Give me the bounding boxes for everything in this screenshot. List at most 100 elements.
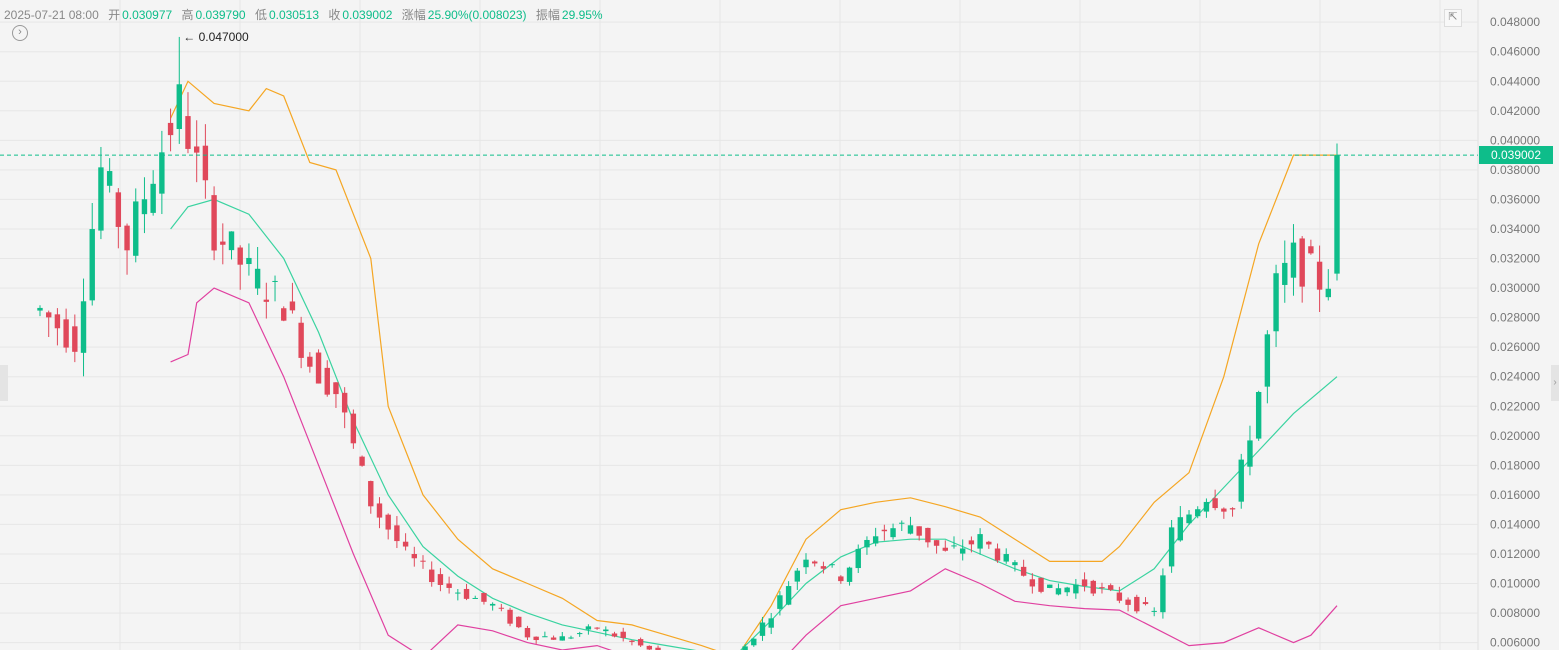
candle-body — [507, 609, 513, 624]
y-tick-label: 0.040000 — [1490, 133, 1540, 147]
y-tick-label: 0.008000 — [1490, 606, 1540, 620]
y-tick-label: 0.038000 — [1490, 163, 1540, 177]
y-tick-label: 0.028000 — [1490, 311, 1540, 325]
y-tick-label: 0.010000 — [1490, 577, 1540, 591]
upper-band-line — [170, 80, 1337, 650]
candle-body — [977, 534, 983, 549]
candle-body — [315, 352, 322, 384]
candle-body — [498, 607, 505, 609]
arrow-left-icon: ← — [183, 30, 195, 44]
candle-body — [994, 548, 1001, 561]
price-axis[interactable]: 0.006000 0.008000 0.010000 0.012000 0.014000… — [1490, 15, 1540, 649]
y-tick-label: 0.034000 — [1490, 222, 1540, 236]
candle-body — [1160, 575, 1166, 613]
legend-change: 25.90%(0.008023) — [427, 8, 527, 22]
candle-body — [1020, 566, 1027, 576]
candle-body — [855, 548, 861, 569]
high-annotation-value: 0.047000 — [199, 30, 249, 44]
candle-body — [263, 299, 270, 302]
candle-body — [594, 627, 600, 629]
candle-body — [576, 633, 583, 635]
candle-body — [1316, 261, 1323, 290]
candle-body — [524, 627, 531, 638]
lower-band-line — [170, 287, 1338, 650]
y-tick-label: 0.044000 — [1490, 74, 1540, 88]
candle-body — [72, 326, 78, 352]
mid-band-line — [170, 198, 1338, 650]
legend-close: 0.039002 — [342, 8, 393, 22]
candle-body — [394, 525, 400, 542]
candle-body — [620, 631, 626, 638]
candle-body — [1308, 246, 1314, 254]
candle-body — [411, 554, 418, 559]
chevron-right-handle-icon[interactable]: › — [1551, 365, 1559, 401]
ohlc-legend: 2025-07-21 08:00 开 0.030977 高 0.039790 低 0.… — [4, 6, 609, 23]
candle-body — [1186, 514, 1192, 524]
candle-body — [785, 586, 792, 605]
candle-body — [489, 603, 496, 606]
candle-body — [777, 595, 783, 609]
y-tick-label: 0.022000 — [1490, 399, 1540, 413]
candle-body — [542, 636, 548, 638]
candle-body — [1081, 579, 1088, 587]
y-tick-label: 0.014000 — [1490, 517, 1540, 531]
legend-amplitude: 29.95% — [561, 8, 603, 22]
candle-body — [933, 540, 940, 546]
candle-body — [141, 199, 148, 215]
candle-body — [568, 637, 574, 639]
candle-body — [481, 592, 487, 602]
candle-body — [1125, 599, 1131, 605]
candle-body — [1290, 242, 1297, 278]
collapse-icon[interactable]: ⇱ — [1444, 9, 1462, 27]
candle-body — [1238, 459, 1244, 502]
y-tick-label: 0.046000 — [1490, 45, 1540, 59]
y-tick-label: 0.024000 — [1490, 370, 1540, 384]
y-tick-label: 0.006000 — [1490, 636, 1540, 650]
candle-body — [455, 592, 461, 594]
legend-open: 0.030977 — [122, 8, 173, 22]
candle-body — [1064, 587, 1070, 593]
y-tick-label: 0.048000 — [1490, 15, 1540, 29]
candle-body — [986, 541, 992, 545]
candle-body — [1055, 588, 1062, 595]
legend-date: 2025-07-21 08:00 — [4, 8, 99, 22]
candle-body — [37, 307, 43, 311]
candle-body — [289, 301, 296, 311]
candle-body — [838, 576, 844, 582]
candle-body — [376, 503, 383, 518]
candle-body — [533, 636, 539, 641]
candle-body — [63, 319, 69, 348]
candle-body — [54, 314, 61, 329]
candle-body — [324, 367, 330, 395]
candle-body — [472, 597, 478, 599]
candle-body — [751, 638, 757, 646]
legend-change-label: 涨幅 — [401, 8, 426, 22]
candle-body — [1203, 501, 1210, 512]
candle-body — [385, 514, 391, 530]
candle-body — [1003, 554, 1009, 562]
candle-body — [298, 322, 304, 358]
candle-body — [46, 312, 52, 318]
candle-body — [254, 268, 261, 289]
candle-body — [359, 456, 365, 466]
candle-body — [907, 525, 914, 534]
candle-body — [246, 257, 252, 265]
chevron-right-icon[interactable]: › — [12, 25, 28, 41]
candle-body — [951, 545, 957, 547]
candle-body — [655, 647, 661, 650]
candle-body — [420, 560, 426, 562]
candle-body — [872, 536, 879, 544]
y-tick-label: 0.036000 — [1490, 192, 1540, 206]
candle-body — [611, 633, 618, 637]
left-scroll-handle[interactable] — [0, 365, 8, 401]
y-tick-label: 0.030000 — [1490, 281, 1540, 295]
legend-amplitude-label: 振幅 — [535, 8, 560, 22]
candle-body — [812, 561, 818, 564]
candle-body — [176, 84, 182, 130]
candle-body — [1012, 562, 1018, 566]
candle-body — [1195, 509, 1201, 517]
candle-body — [603, 629, 609, 632]
candle-body — [80, 301, 87, 353]
candle-body — [281, 308, 287, 321]
